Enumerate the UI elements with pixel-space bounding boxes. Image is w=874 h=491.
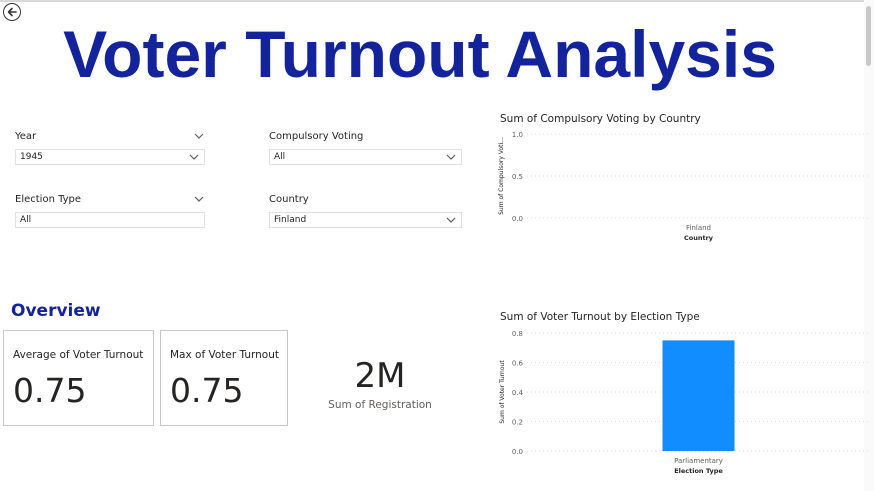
y-tick-label: 0.4: [512, 389, 524, 397]
x-tick-label: Parliamentary: [674, 457, 723, 465]
y-tick-label: 0.0: [512, 448, 523, 456]
election-type-slicer-label: Election Type: [15, 193, 82, 205]
country-slicer: Country Finland: [269, 192, 462, 228]
election-type-slicer: Election Type All: [15, 192, 205, 228]
scrollbar-track[interactable]: [864, 0, 874, 491]
scrollbar-thumb[interactable]: [866, 6, 871, 66]
y-tick-label: 0.5: [512, 173, 523, 181]
max-turnout-card[interactable]: Max of Voter Turnout 0.75: [160, 330, 288, 426]
bar-parliamentary: [662, 340, 735, 451]
registration-label: Sum of Registration: [328, 399, 432, 411]
year-dropdown[interactable]: 1945: [15, 149, 205, 165]
chevron-down-icon: [446, 154, 456, 160]
year-slicer: Year 1945: [15, 129, 205, 165]
year-dropdown-value: 1945: [20, 152, 43, 162]
country-dropdown[interactable]: Finland: [269, 212, 462, 228]
y-tick-label: 0.6: [512, 360, 524, 368]
average-turnout-card[interactable]: Average of Voter Turnout 0.75: [3, 330, 154, 426]
x-tick-label: Finland: [686, 224, 711, 232]
country-dropdown-value: Finland: [274, 215, 307, 225]
chevron-down-icon[interactable]: [193, 195, 205, 203]
max-turnout-value: 0.75: [170, 371, 244, 410]
compulsory-voting-slicer-label: Compulsory Voting: [269, 130, 364, 142]
y-tick-label: 0.2: [512, 419, 523, 427]
y-tick-label: 1.0: [512, 131, 523, 139]
chevron-down-icon: [189, 154, 199, 160]
max-turnout-label: Max of Voter Turnout: [170, 349, 279, 361]
compulsory-voting-dropdown[interactable]: All: [269, 149, 462, 165]
average-turnout-value: 0.75: [13, 371, 87, 410]
compulsory-voting-by-country-chart[interactable]: 1.0 0.5 0.0 Sum of Compulsory Voti... Finlan…: [495, 128, 870, 248]
top-border: [0, 0, 874, 2]
election-type-dropdown-value: All: [20, 215, 32, 225]
page-title: Voter Turnout Analysis: [63, 17, 777, 91]
y-axis-label: Sum of Compulsory Voti...: [498, 137, 505, 215]
y-tick-label: 0.0: [512, 215, 523, 223]
y-tick-label: 0.8: [512, 330, 523, 338]
voter-turnout-chart-title: Sum of Voter Turnout by Election Type: [500, 311, 700, 323]
average-turnout-label: Average of Voter Turnout: [13, 349, 144, 361]
back-button[interactable]: [3, 3, 21, 21]
chevron-down-icon: [446, 217, 456, 223]
registration-value: 2M: [354, 356, 406, 396]
year-slicer-label: Year: [15, 130, 37, 142]
x-axis-label: Country: [684, 234, 714, 242]
overview-heading: Overview: [11, 301, 101, 321]
compulsory-voting-dropdown-value: All: [274, 152, 286, 162]
compulsory-voting-chart-title: Sum of Compulsory Voting by Country: [500, 113, 701, 125]
y-axis-label: Sum of Voter Turnout: [499, 360, 506, 424]
compulsory-voting-slicer: Compulsory Voting All: [269, 129, 462, 165]
voter-turnout-by-election-type-chart[interactable]: 0.8 0.6 0.4 0.2 0.0 Sum of Voter Turnout Parli…: [495, 326, 870, 478]
x-axis-label: Election Type: [674, 467, 723, 475]
election-type-dropdown[interactable]: All: [15, 212, 205, 228]
chevron-down-icon[interactable]: [193, 132, 205, 140]
country-slicer-label: Country: [269, 193, 309, 205]
arrow-left-icon: [7, 7, 17, 17]
